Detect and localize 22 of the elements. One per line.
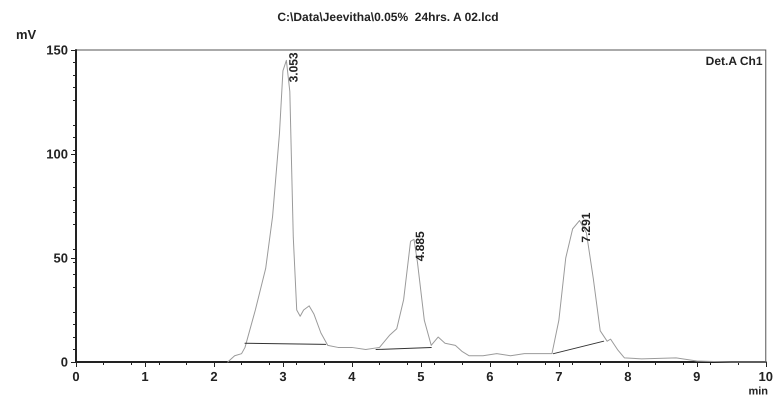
x-tick-label: 7: [555, 369, 562, 384]
y-tick-label: 50: [54, 250, 68, 266]
x-tick-label: 4: [348, 369, 356, 384]
y-tick-label: 0: [60, 354, 68, 370]
x-tick-label: 6: [486, 369, 494, 384]
x-tick-label: 10: [758, 369, 774, 384]
x-tick-label: 9: [693, 369, 700, 384]
x-tick-label: 8: [624, 369, 632, 384]
x-tick-label: 0: [72, 369, 80, 384]
y-tick-label: 100: [46, 146, 68, 162]
y-tick-label: 150: [46, 42, 68, 58]
annotation: Det.A Ch1: [706, 54, 763, 68]
annotation: 4.885: [412, 230, 427, 262]
annotation: 3.053: [286, 52, 301, 82]
x-tick-label: 2: [210, 369, 218, 384]
x-tick-label: 1: [141, 369, 149, 384]
y-axis-title: mV: [16, 27, 37, 42]
x-axis-title: min: [748, 386, 768, 398]
chart-title: C:\Data\Jeevitha\0.05% 24hrs. A 02.lcd: [277, 10, 499, 24]
annotation: 7.291: [578, 212, 593, 243]
x-tick-label: 5: [417, 369, 424, 384]
x-tick-label: 3: [279, 369, 287, 384]
